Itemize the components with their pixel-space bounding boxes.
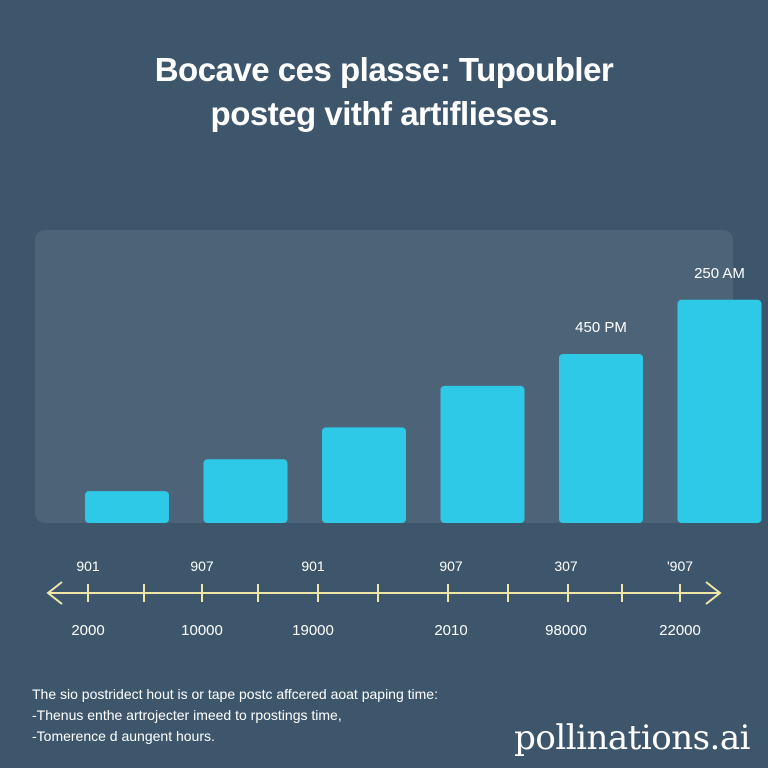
bar-2	[203, 459, 288, 523]
bar-value-label-6: 250 AM	[694, 265, 745, 282]
chart-panel	[35, 230, 733, 523]
bar-4	[440, 385, 525, 523]
watermark-logo: pollinations.ai	[514, 718, 750, 758]
axis-top-label-4: 907	[439, 558, 463, 574]
chart-title-line-1: Bocave ces plasse: Tupoubler	[154, 51, 614, 88]
axis-layer: 901 907 901 907 307 '907 2000 10000 19000 2010 980…	[46, 558, 722, 639]
x-tick-label-3: 19000	[292, 622, 334, 639]
x-axis-right-arrow	[705, 581, 722, 605]
chart-title: Bocave ces plasse: Tupoubler posteg vith…	[0, 48, 768, 136]
axis-top-label-1: 901	[76, 558, 100, 574]
x-tick-label-6: 22000	[659, 622, 701, 639]
footnote-line-2: -Thenus enthe artrojecter imeed to rpost…	[32, 707, 342, 723]
footnote-line-3: -Tomerence d aungent hours.	[32, 728, 215, 744]
x-tick-label-2: 10000	[181, 622, 223, 639]
bar-6	[677, 299, 762, 523]
axis-top-label-5: 307	[554, 558, 578, 574]
axis-top-label-6: '907	[667, 558, 693, 574]
x-tick-label-1: 2000	[71, 622, 104, 639]
bar-3	[322, 427, 406, 523]
footnote-line-1: The sio postridect hout is or tape postc…	[32, 686, 438, 702]
footnote: The sio postridect hout is or tape postc…	[32, 684, 592, 747]
x-tick-label-5: 98000	[545, 622, 587, 639]
bar-1	[85, 491, 169, 523]
axis-top-label-2: 907	[190, 558, 214, 574]
bars-layer: 450 PM 250 AM	[85, 265, 762, 523]
x-tick-label-4: 2010	[434, 622, 467, 639]
chart-title-line-2: posteg vithf artiflieses.	[210, 95, 558, 132]
axis-top-label-3: 901	[301, 558, 325, 574]
bar-value-label-5: 450 PM	[575, 319, 627, 336]
x-axis-left-arrow	[46, 581, 63, 605]
bar-5	[559, 353, 643, 523]
